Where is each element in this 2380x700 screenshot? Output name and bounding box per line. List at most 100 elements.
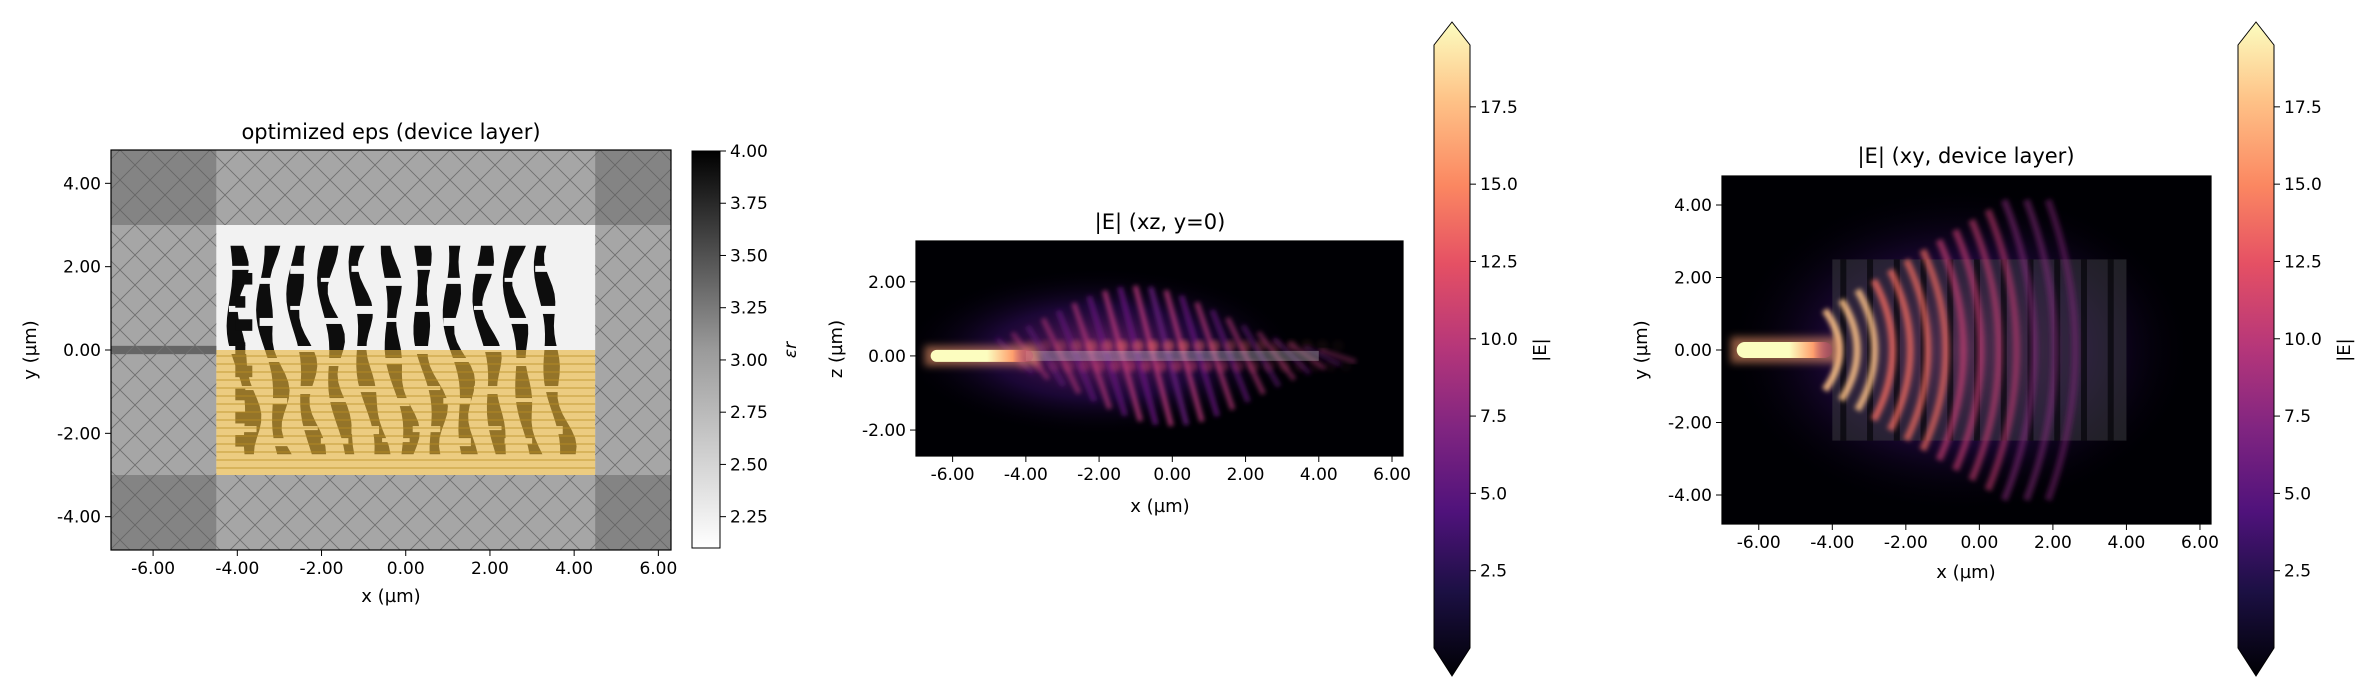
field-xz-hotspot bbox=[1109, 359, 1122, 372]
field-xz-colorbar bbox=[1433, 21, 1471, 677]
field-xz-colorbar-ticks: 2.5 5.0 7.5 10.0 12.5 15.0 17.5 bbox=[1470, 98, 1518, 582]
eps-colorbar-tick-label: 3.50 bbox=[730, 246, 768, 266]
field-xy-wavefront bbox=[2000, 198, 2038, 502]
field-xy-x-tick-label: 4.00 bbox=[2108, 533, 2146, 553]
field-xy-y-tick-label: -2.00 bbox=[1668, 414, 1712, 434]
field-xz-x-tick-label: -2.00 bbox=[1077, 465, 1121, 485]
eps-colorbar-tick-label: 3.00 bbox=[730, 351, 768, 371]
eps-stripe-gap bbox=[473, 345, 502, 352]
field-xy-wavefront bbox=[1984, 208, 2021, 492]
eps-stripe-gap bbox=[320, 317, 349, 324]
eps-y-label: y (µm) bbox=[20, 320, 41, 379]
field-xz-hotspot bbox=[1116, 339, 1129, 352]
field-xy-wavefront bbox=[1854, 288, 1879, 412]
eps-stripe-gap bbox=[351, 345, 380, 350]
field-xz-wave-stripe bbox=[1025, 324, 1066, 387]
field-xy-y-label: y (µm) bbox=[1631, 320, 1652, 379]
eps-x-tick-label: -6.00 bbox=[131, 559, 175, 579]
eps-edge-fragment bbox=[235, 272, 253, 285]
field-xz-x-tick-label: 4.00 bbox=[1300, 465, 1338, 485]
field-xy-colorbar bbox=[2237, 21, 2275, 677]
field-xy-y-ticks: -4.00 -2.00 0.00 2.00 4.00 bbox=[1668, 196, 1722, 506]
eps-monitor-lines bbox=[216, 350, 596, 475]
field-xz-y-ticks: -2.00 0.00 2.00 bbox=[862, 273, 916, 441]
field-xy-wavefront bbox=[2044, 198, 2079, 502]
eps-y-tick-label: -4.00 bbox=[57, 508, 101, 528]
field-xz-hotspot bbox=[1224, 339, 1237, 352]
eps-stripe-gap bbox=[290, 305, 318, 310]
field-xy-device-stripe bbox=[2000, 259, 2007, 441]
field-xy-colorbar-tick-label: 12.5 bbox=[2284, 252, 2322, 272]
field-xy-colorbar-ticks: 2.5 5.0 7.5 10.0 12.5 15.0 17.5 bbox=[2274, 98, 2322, 582]
eps-plot-area bbox=[111, 150, 671, 550]
field-xz-title: |E| (xz, y=0) bbox=[1095, 210, 1226, 235]
field-xz-hotspot bbox=[1193, 339, 1206, 352]
field-xy-device-stripe bbox=[2027, 259, 2034, 441]
field-xy-panel: |E| (xy, device layer) -6.00 -4.00 -2.00 0.… bbox=[1631, 21, 2355, 677]
field-xz-axes-frame bbox=[915, 240, 1404, 457]
eps-y-ticks: -4.00 -2.00 0.00 2.00 4.00 bbox=[57, 174, 111, 528]
eps-colorbar-ticks: 2.25 2.50 2.75 3.00 3.25 3.50 3.75 4.00 bbox=[720, 142, 768, 528]
eps-edge-fragment bbox=[235, 342, 246, 354]
eps-stripe-gap bbox=[351, 305, 380, 314]
field-xz-hotspot bbox=[1247, 359, 1260, 372]
field-xy-x-tick-label: -4.00 bbox=[1810, 533, 1854, 553]
field-xz-wave-stripe bbox=[1148, 286, 1190, 426]
field-xz-y-label: z (µm) bbox=[826, 320, 847, 378]
eps-pml-hatch bbox=[111, 225, 217, 475]
field-xz-hotspot bbox=[1070, 339, 1083, 352]
field-xz-source-beam bbox=[930, 349, 1034, 362]
eps-stripe-gap bbox=[535, 265, 563, 272]
field-xz-hotspot bbox=[1124, 359, 1137, 372]
field-xy-colorbar-tick-label: 15.0 bbox=[2284, 175, 2322, 195]
field-xy-plot-area bbox=[1722, 176, 2211, 524]
eps-pml-corner bbox=[111, 475, 217, 550]
field-xz-colorbar-tick-label: 10.0 bbox=[1480, 330, 1518, 350]
field-xz-wave-stripe bbox=[1179, 294, 1220, 417]
field-xz-hotspot bbox=[1155, 359, 1168, 372]
eps-y-tick-label: 2.00 bbox=[63, 258, 101, 278]
field-xy-device-stripe bbox=[1974, 259, 1981, 441]
field-xy-wavefront bbox=[1919, 248, 1950, 452]
field-xz-hotspot bbox=[1093, 359, 1106, 372]
eps-stripe-gap bbox=[412, 305, 441, 312]
field-xy-wavefronts bbox=[1822, 198, 2079, 502]
eps-stripe-gap bbox=[473, 305, 502, 310]
eps-stripe-gap bbox=[412, 265, 441, 270]
field-xy-device-stripe bbox=[1893, 259, 1900, 441]
field-xz-hotspot bbox=[1278, 359, 1291, 372]
field-xy-device-stripe bbox=[1920, 259, 1927, 441]
eps-title: optimized eps (device layer) bbox=[241, 120, 540, 144]
field-xz-hotspot bbox=[1039, 339, 1052, 352]
field-xz-y-tick-label: -2.00 bbox=[862, 421, 906, 441]
field-xy-colorbar-tick-label: 7.5 bbox=[2284, 407, 2311, 427]
eps-x-ticks: -6.00 -4.00 -2.00 0.00 2.00 4.00 6.00 bbox=[131, 550, 677, 579]
eps-pml-overlay bbox=[111, 150, 671, 550]
field-xy-x-ticks: -6.00 -4.00 -2.00 0.00 2.00 4.00 6.00 bbox=[1737, 524, 2219, 553]
field-xy-x-tick-label: 6.00 bbox=[2181, 533, 2219, 553]
field-xz-x-tick-label: 0.00 bbox=[1153, 465, 1191, 485]
field-xy-wavefront bbox=[1870, 278, 1896, 422]
field-xy-y-tick-label: 4.00 bbox=[1674, 196, 1712, 216]
field-xz-x-tick-label: 2.00 bbox=[1227, 465, 1265, 485]
field-xz-wave-stripe bbox=[1056, 309, 1097, 402]
field-xz-hotspot bbox=[1101, 339, 1114, 352]
eps-x-tick-label: 2.00 bbox=[471, 559, 509, 579]
eps-stripe-gap bbox=[412, 345, 441, 354]
field-xz-panel: |E| (xz, y=0) -6.00 -4.00 -2.00 0.00 2.00 4.0… bbox=[826, 21, 1551, 677]
eps-pml-hatch bbox=[111, 150, 671, 225]
eps-colorbar-tick-label: 2.25 bbox=[730, 508, 768, 528]
field-xz-hotspot bbox=[1293, 359, 1306, 372]
field-xy-wavefront bbox=[1886, 268, 1914, 432]
eps-stripe-gap bbox=[290, 265, 318, 274]
eps-colorbar-tick-label: 2.50 bbox=[730, 455, 768, 475]
eps-edge-fragment bbox=[235, 296, 246, 308]
field-xy-wavefront bbox=[1935, 238, 1967, 462]
eps-stripe-gap bbox=[535, 305, 563, 314]
field-xy-wavefront bbox=[2023, 198, 2059, 502]
field-xz-hotspot bbox=[1131, 339, 1144, 352]
field-xz-hotspot bbox=[1139, 359, 1152, 372]
field-xy-wavefront bbox=[1903, 258, 1932, 442]
field-xz-wave-stripe bbox=[1117, 286, 1159, 426]
